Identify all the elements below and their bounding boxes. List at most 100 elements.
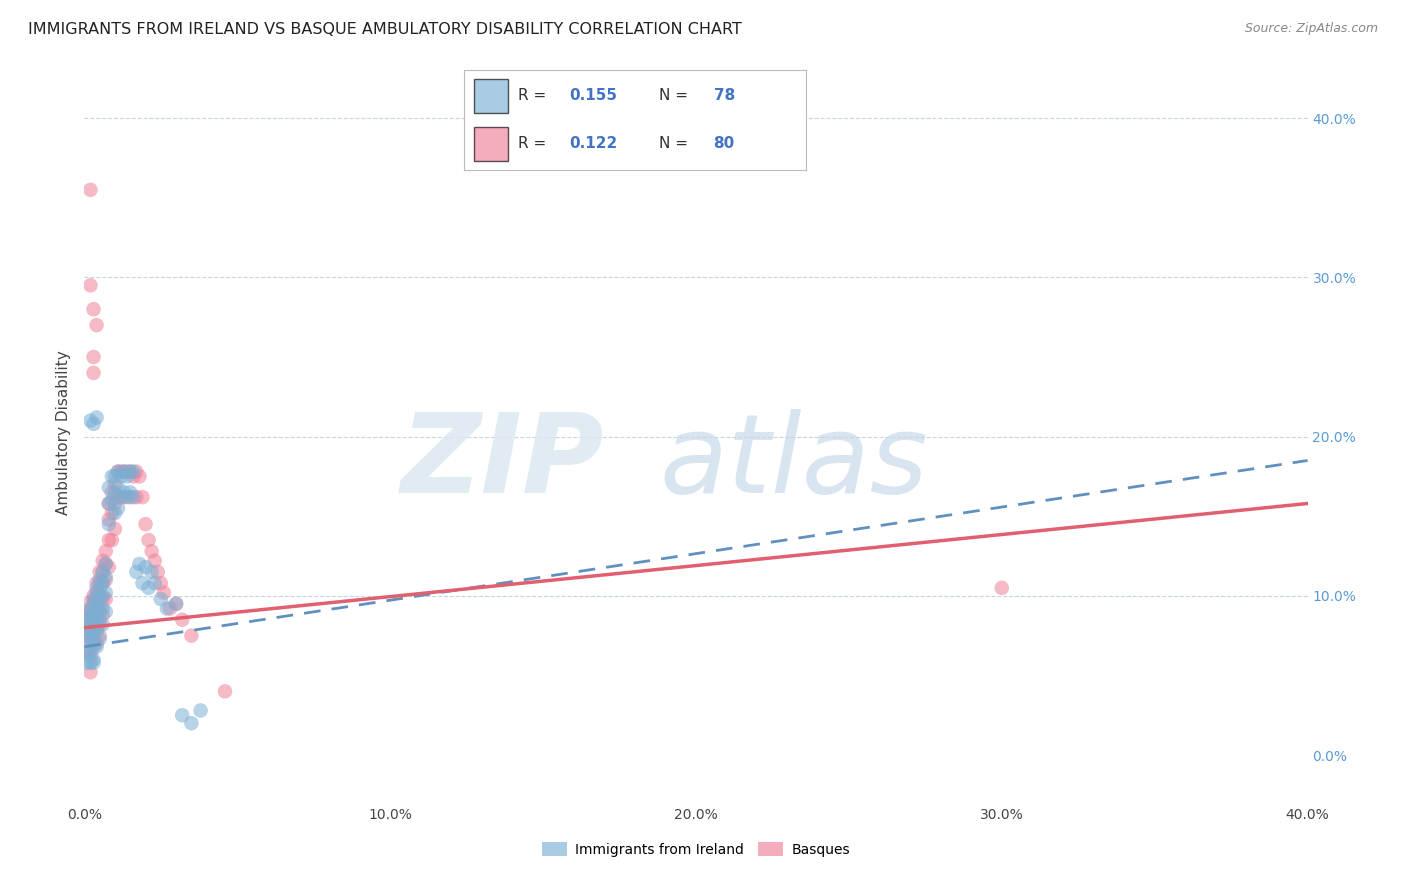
Point — [141, 544, 163, 558]
Point — [110, 490, 132, 504]
Point — [86, 597, 108, 611]
Point — [76, 624, 98, 638]
Point — [91, 554, 114, 568]
Point — [76, 617, 98, 632]
Point — [128, 469, 150, 483]
Point — [79, 656, 101, 670]
Point — [107, 490, 129, 504]
Point — [143, 554, 166, 568]
Point — [79, 278, 101, 293]
Point — [101, 493, 124, 508]
Point — [94, 585, 117, 599]
Point — [79, 615, 101, 630]
Point — [83, 302, 105, 317]
Point — [89, 632, 111, 646]
Point — [190, 703, 212, 717]
Point — [83, 633, 105, 648]
Point — [86, 637, 108, 651]
Legend: Immigrants from Ireland, Basques: Immigrants from Ireland, Basques — [536, 837, 856, 863]
Point — [83, 366, 105, 380]
Point — [76, 605, 98, 619]
Point — [83, 417, 105, 431]
Point — [143, 576, 166, 591]
Point — [83, 592, 105, 607]
Point — [104, 477, 127, 491]
Point — [165, 597, 187, 611]
Point — [89, 592, 111, 607]
Point — [86, 601, 108, 615]
Point — [83, 656, 105, 670]
Point — [94, 570, 117, 584]
Point — [97, 517, 120, 532]
Point — [104, 485, 127, 500]
Point — [79, 649, 101, 664]
Point — [107, 501, 129, 516]
Text: atlas: atlas — [659, 409, 928, 516]
Point — [79, 595, 101, 609]
Point — [115, 465, 138, 479]
Point — [91, 607, 114, 622]
Point — [97, 560, 120, 574]
Point — [153, 585, 176, 599]
Point — [86, 410, 108, 425]
Point — [91, 576, 114, 591]
Point — [165, 597, 187, 611]
Point — [89, 601, 111, 615]
Point — [97, 533, 120, 547]
Point — [79, 632, 101, 646]
Point — [89, 582, 111, 597]
Point — [94, 544, 117, 558]
Point — [91, 617, 114, 632]
Point — [110, 469, 132, 483]
Point — [991, 581, 1014, 595]
Point — [83, 597, 105, 611]
Point — [122, 465, 145, 479]
Point — [89, 617, 111, 632]
Point — [89, 629, 111, 643]
Point — [97, 512, 120, 526]
Point — [97, 481, 120, 495]
Point — [79, 624, 101, 638]
Point — [79, 605, 101, 619]
Point — [86, 640, 108, 654]
Point — [101, 533, 124, 547]
Point — [91, 576, 114, 591]
Point — [128, 557, 150, 571]
Point — [79, 607, 101, 622]
Point — [107, 481, 129, 495]
Point — [138, 533, 160, 547]
Point — [94, 557, 117, 571]
Point — [180, 716, 202, 731]
Point — [86, 613, 108, 627]
Point — [79, 183, 101, 197]
Point — [86, 581, 108, 595]
Point — [101, 469, 124, 483]
Point — [79, 601, 101, 615]
Point — [79, 665, 101, 680]
Point — [86, 592, 108, 607]
Point — [120, 465, 142, 479]
Point — [94, 605, 117, 619]
Point — [83, 629, 105, 643]
Point — [83, 640, 105, 654]
Point — [83, 607, 105, 622]
Point — [149, 576, 172, 591]
Point — [83, 615, 105, 630]
Point — [180, 629, 202, 643]
Point — [110, 490, 132, 504]
Point — [104, 506, 127, 520]
Point — [97, 496, 120, 510]
Point — [89, 565, 111, 579]
Point — [89, 613, 111, 627]
Text: Source: ZipAtlas.com: Source: ZipAtlas.com — [1244, 22, 1378, 36]
Point — [89, 589, 111, 603]
Point — [83, 599, 105, 614]
Point — [76, 629, 98, 643]
Point — [76, 644, 98, 658]
Point — [79, 633, 101, 648]
Point — [86, 576, 108, 591]
Point — [101, 485, 124, 500]
Point — [141, 565, 163, 579]
Point — [76, 644, 98, 658]
Point — [156, 601, 179, 615]
